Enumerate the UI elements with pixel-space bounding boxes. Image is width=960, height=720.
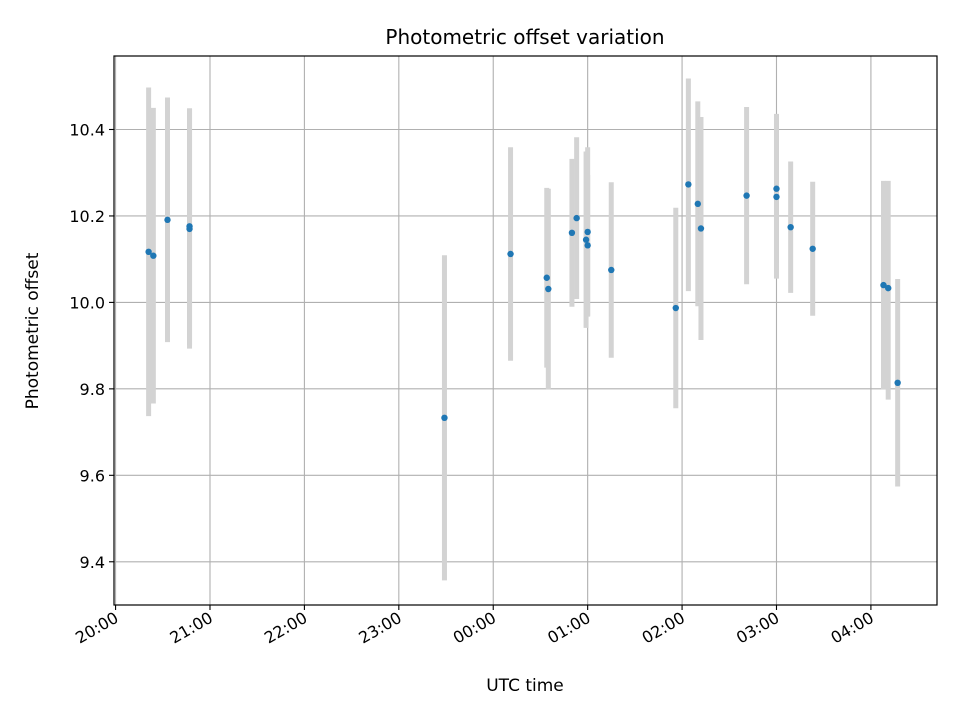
chart-title: Photometric offset variation [385,25,664,49]
y-tick-label: 9.6 [80,466,105,485]
data-point [545,285,552,293]
data-point [608,266,615,274]
data-point [697,225,705,232]
data-point [543,274,550,281]
data-point [568,229,576,237]
plot-area-frame [113,55,938,606]
data-point [880,281,887,289]
data-point [582,236,590,243]
x-axis-title: UTC time [486,676,564,696]
data-point [694,200,702,208]
data-point [773,193,780,201]
data-point [164,216,171,224]
data-point [507,250,514,258]
data-point [145,248,152,256]
data-point [809,245,816,252]
y-tick-label: 9.8 [80,380,105,399]
data-points [145,181,901,422]
data-point [584,242,591,249]
data-point [773,185,780,192]
data-point [573,214,580,222]
data-point [787,223,794,231]
y-tick-label: 10.4 [69,120,105,139]
y-tick-label: 10.0 [69,293,105,312]
data-point [150,252,157,259]
y-tick-label: 9.4 [80,553,105,572]
y-axis: 9.4 9.6 9.8 10.0 10.2 10.4 [69,120,114,572]
y-tick-label: 10.2 [69,207,105,226]
data-point [186,225,193,233]
y-axis-title: Photometric offset [23,252,43,409]
data-point [672,304,679,312]
data-point [584,228,591,236]
data-point [441,414,448,422]
data-point [743,192,750,199]
data-point [894,379,901,387]
data-point [685,181,692,188]
data-point [885,284,892,292]
